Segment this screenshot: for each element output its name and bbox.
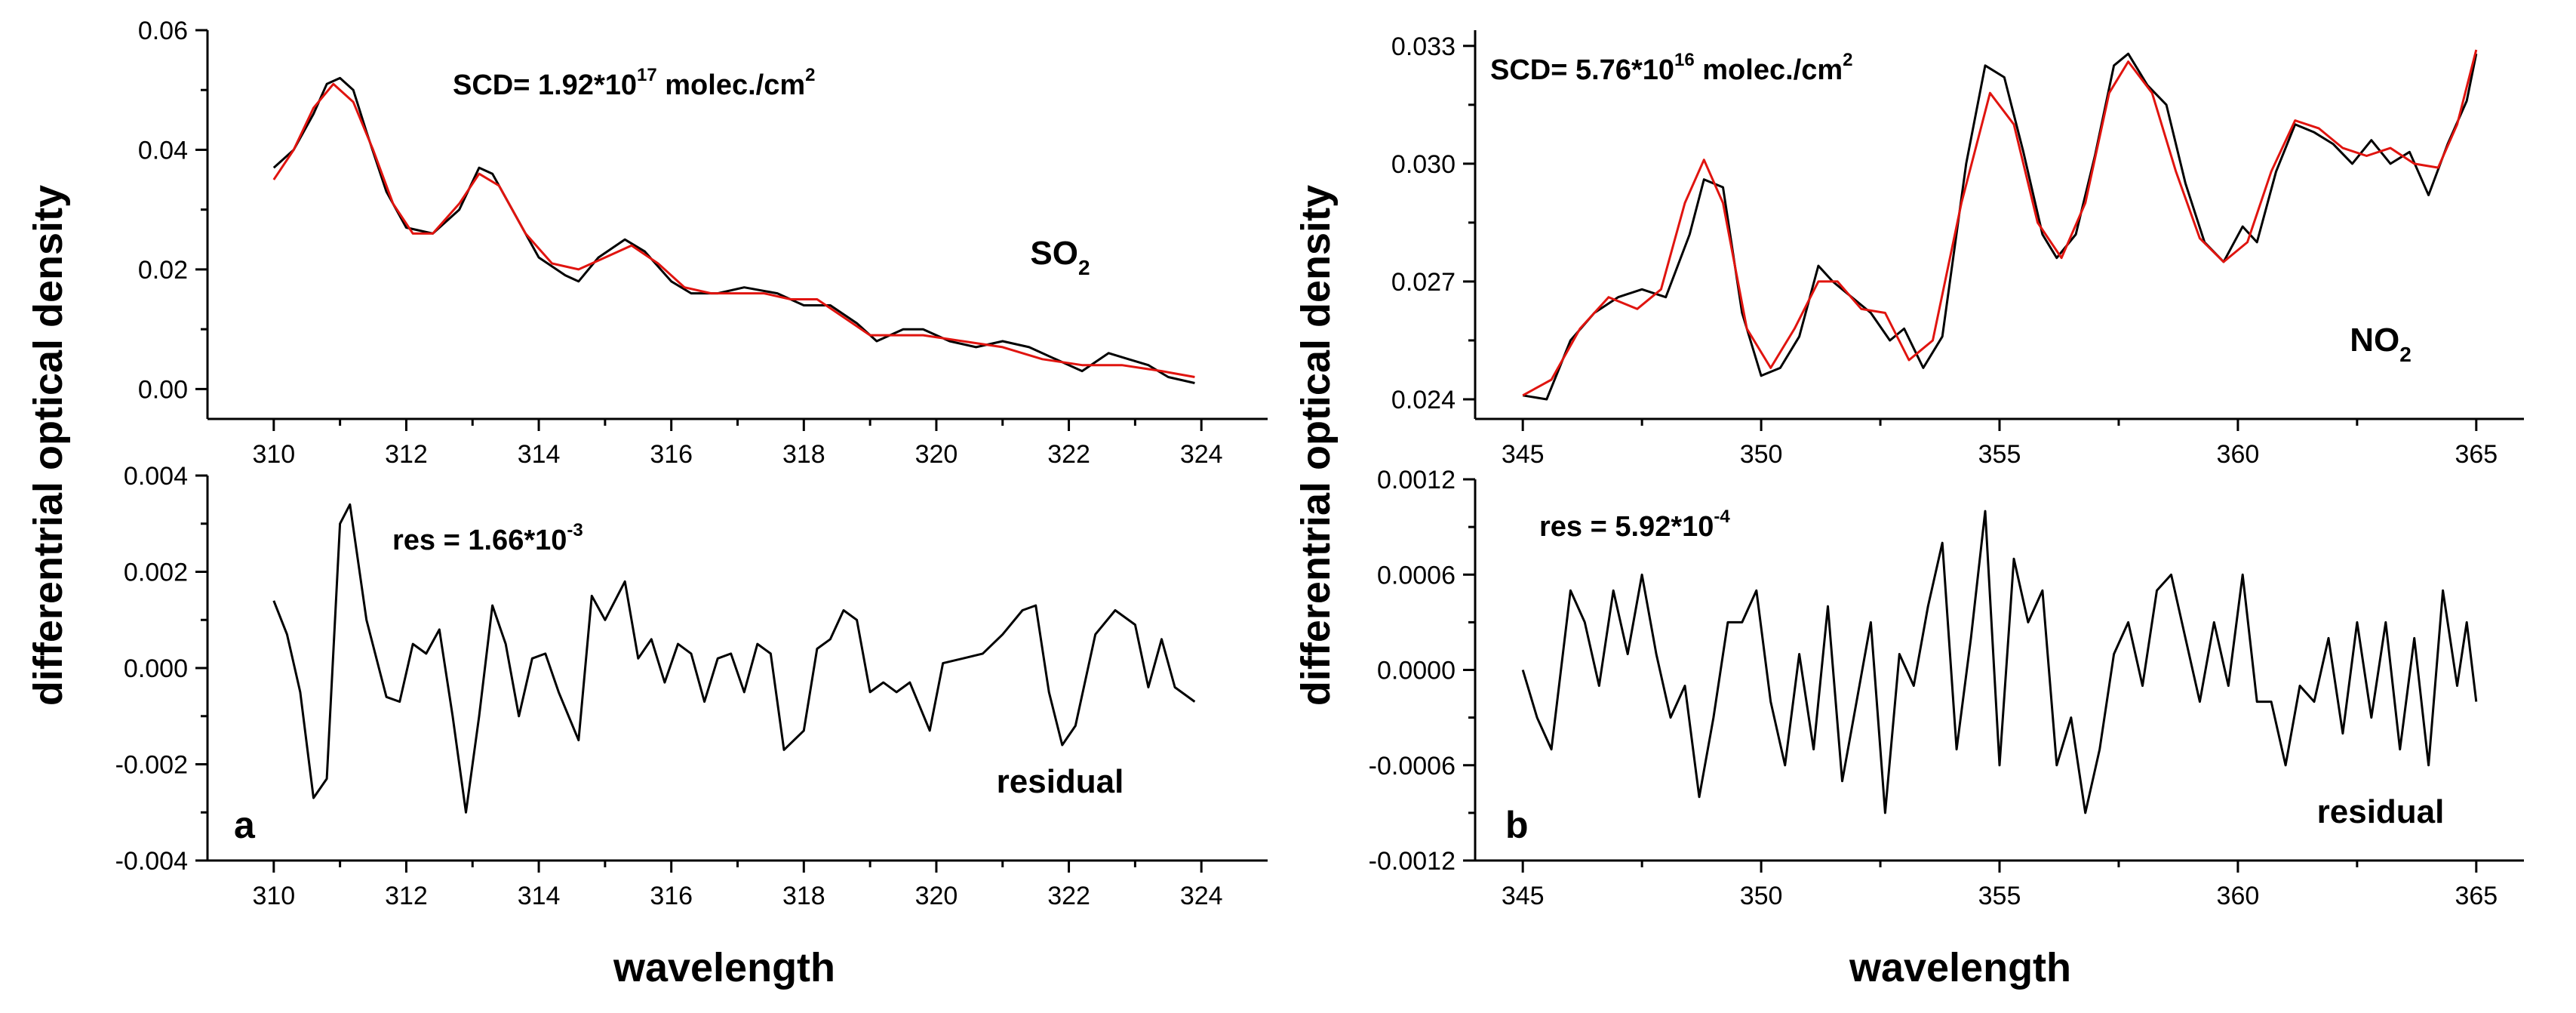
x-tick-label: 314	[518, 440, 561, 469]
y-tick-label: 0.002	[124, 559, 188, 587]
panel-letter: b	[1505, 804, 1529, 846]
x-tick-label: 350	[1740, 882, 1783, 910]
x-axis-label: wavelength	[1849, 945, 2071, 990]
x-tick-label: 316	[650, 440, 693, 469]
subplot-b-top: 0.024 0.027 0.030 0.033 345 350 355 360 365 SCD= …	[1391, 30, 2524, 469]
panel-letter: a	[234, 804, 256, 846]
annotation-prefix: res = 1.66*10	[392, 525, 567, 556]
x-tick-label: 322	[1047, 440, 1090, 469]
series-line-measured	[1522, 52, 2478, 401]
y-tick-label: 0.04	[138, 136, 188, 165]
annotation-prefix: SCD= 5.76*10	[1490, 54, 1674, 86]
x-tick-label: 322	[1047, 882, 1090, 910]
series-line-residual	[272, 503, 1196, 814]
annotation: res = 5.92*10-4	[1539, 506, 1730, 543]
x-tick-label: 318	[782, 440, 825, 469]
series-line-residual	[1521, 510, 2478, 814]
x-axis-label: wavelength	[613, 945, 835, 990]
panel-a: 0.00 0.02 0.04 0.06 310 312 314 316 318 320 322 324…	[26, 17, 1268, 990]
annotation-suffix: molec./cm	[657, 69, 805, 101]
y-tick-label: 0.033	[1391, 32, 1456, 61]
x-tick-label: 314	[518, 882, 561, 910]
x-tick-label: 312	[385, 440, 428, 469]
series-label-subscript: 2	[2399, 343, 2412, 366]
series-line-measured	[272, 76, 1195, 384]
x-tick-label: 316	[650, 882, 693, 910]
y-tick-label: 0.024	[1391, 386, 1456, 414]
annotation-prefix: SCD= 1.92*10	[453, 69, 637, 101]
x-tick-label: 320	[915, 882, 958, 910]
y-tick-label: 0.0012	[1377, 466, 1456, 494]
y-tick-label: 0.0000	[1377, 657, 1456, 685]
x-tick-label: 310	[252, 882, 295, 910]
series-label-text: residual	[2317, 793, 2445, 830]
annotation: SCD= 5.76*1016 molec./cm2	[1490, 50, 1852, 86]
subplot-b-bottom: -0.0012 -0.0006 0.0000 0.0006 0.0012 345 350 35…	[1369, 466, 2524, 910]
annotation-unit-exponent: 2	[805, 65, 815, 85]
y-tick-label: 0.004	[124, 462, 188, 491]
x-tick-label: 312	[385, 882, 428, 910]
x-tick-label: 318	[782, 882, 825, 910]
annotation-exponent: 16	[1674, 50, 1695, 70]
annotation-unit-exponent: 2	[1843, 50, 1852, 70]
series-label: NO2	[2350, 322, 2412, 366]
subplot-a-top: 0.00 0.02 0.04 0.06 310 312 314 316 318 320 322 324…	[138, 17, 1268, 469]
x-tick-label: 345	[1502, 440, 1545, 469]
series-label: residual	[997, 763, 1124, 800]
x-tick-label: 324	[1180, 440, 1223, 469]
x-tick-label: 365	[2455, 882, 2498, 910]
annotation: SCD= 1.92*1017 molec./cm2	[453, 65, 815, 101]
y-tick-label: 0.06	[138, 17, 188, 45]
y-axis-label: differentrial optical density	[26, 185, 71, 706]
y-tick-label: 0.030	[1391, 150, 1456, 179]
series-line-fit	[272, 82, 1195, 378]
series-label-subscript: 2	[1078, 256, 1090, 279]
annotation-exponent: -3	[567, 520, 583, 540]
series-label-text: NO	[2350, 322, 2399, 359]
annotation: res = 1.66*10-3	[392, 520, 583, 556]
x-tick-label: 320	[915, 440, 958, 469]
x-tick-label: 355	[1978, 882, 2021, 910]
annotation-exponent: 17	[637, 65, 657, 85]
subplot-a-bottom: -0.004 -0.002 0.000 0.002 0.004 310 312 314 316 3…	[115, 462, 1268, 910]
x-tick-label: 310	[252, 440, 295, 469]
y-axis-label: differentrial optical density	[1293, 185, 1339, 706]
x-tick-label: 360	[2217, 440, 2260, 469]
y-tick-label: -0.0006	[1369, 752, 1456, 781]
y-tick-label: 0.0006	[1377, 561, 1456, 590]
series-label: SO2	[1030, 235, 1090, 279]
x-tick-label: 324	[1180, 882, 1223, 910]
y-tick-label: -0.004	[115, 847, 188, 876]
y-tick-label: 0.027	[1391, 268, 1456, 297]
y-tick-label: -0.002	[115, 751, 188, 780]
y-tick-label: 0.000	[124, 654, 188, 683]
y-tick-label: 0.02	[138, 256, 188, 285]
x-tick-label: 350	[1740, 440, 1783, 469]
x-tick-label: 365	[2455, 440, 2498, 469]
x-tick-label: 355	[1978, 440, 2021, 469]
annotation-suffix: molec./cm	[1695, 54, 1843, 86]
x-tick-label: 360	[2217, 882, 2260, 910]
y-tick-label: -0.0012	[1369, 847, 1456, 876]
series-line-fit	[1522, 49, 2478, 397]
annotation-prefix: res = 5.92*10	[1539, 511, 1714, 543]
series-label-text: SO	[1030, 235, 1078, 272]
panel-b: 0.024 0.027 0.030 0.033 345 350 355 360 365 SCD= …	[1293, 30, 2524, 990]
series-label-text: residual	[997, 763, 1124, 800]
series-label: residual	[2317, 793, 2445, 830]
x-tick-label: 345	[1502, 882, 1545, 910]
annotation-exponent: -4	[1714, 506, 1730, 527]
y-tick-label: 0.00	[138, 375, 188, 404]
